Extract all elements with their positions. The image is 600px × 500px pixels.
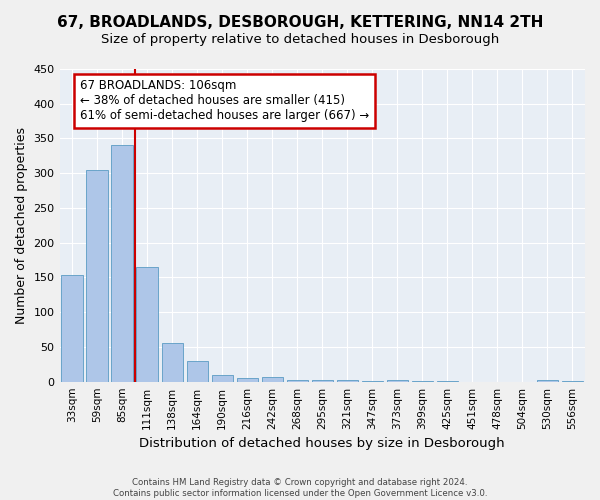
Bar: [387, 380, 408, 382]
Bar: [187, 361, 208, 382]
Bar: [161, 344, 183, 382]
Bar: [61, 276, 83, 382]
Bar: [86, 170, 108, 382]
Bar: [262, 377, 283, 382]
Bar: [112, 146, 133, 382]
Bar: [287, 380, 308, 382]
Bar: [236, 378, 258, 382]
Bar: [337, 380, 358, 382]
Text: 67 BROADLANDS: 106sqm
← 38% of detached houses are smaller (415)
61% of semi-det: 67 BROADLANDS: 106sqm ← 38% of detached …: [80, 80, 369, 122]
Text: Size of property relative to detached houses in Desborough: Size of property relative to detached ho…: [101, 32, 499, 46]
Bar: [412, 381, 433, 382]
Bar: [437, 381, 458, 382]
X-axis label: Distribution of detached houses by size in Desborough: Distribution of detached houses by size …: [139, 437, 505, 450]
Text: 67, BROADLANDS, DESBOROUGH, KETTERING, NN14 2TH: 67, BROADLANDS, DESBOROUGH, KETTERING, N…: [57, 15, 543, 30]
Y-axis label: Number of detached properties: Number of detached properties: [15, 127, 28, 324]
Bar: [362, 381, 383, 382]
Bar: [311, 380, 333, 382]
Bar: [537, 380, 558, 382]
Text: Contains HM Land Registry data © Crown copyright and database right 2024.
Contai: Contains HM Land Registry data © Crown c…: [113, 478, 487, 498]
Bar: [562, 381, 583, 382]
Bar: [212, 374, 233, 382]
Bar: [136, 267, 158, 382]
